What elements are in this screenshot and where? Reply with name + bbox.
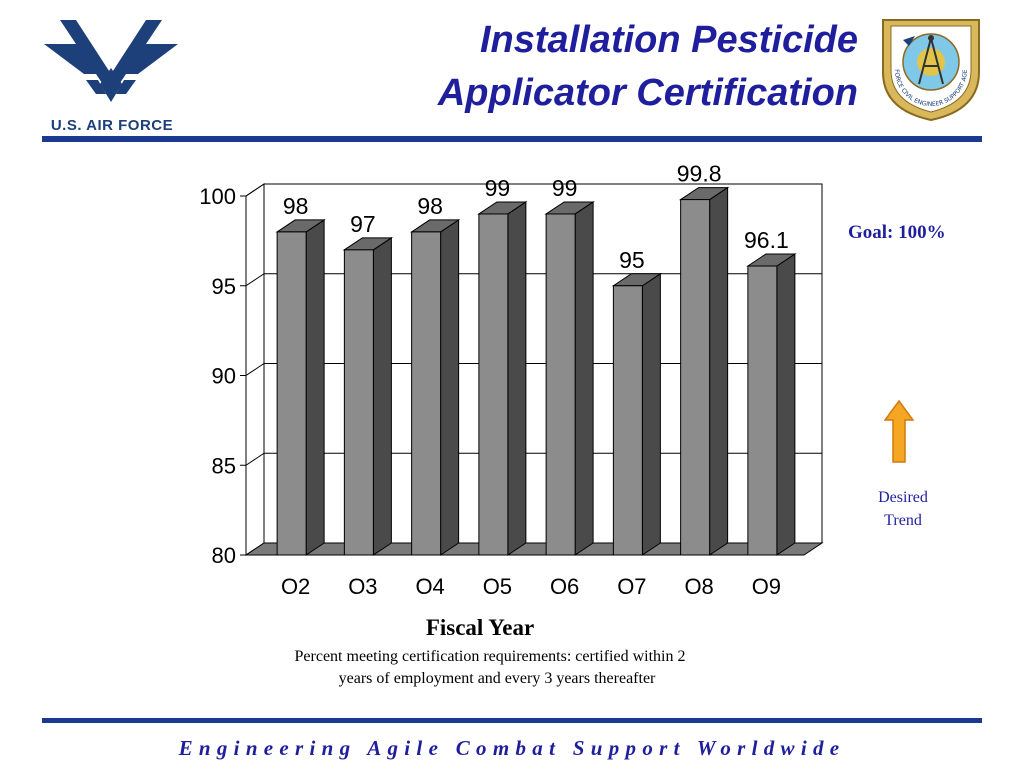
chart-note-line-1: Percent meeting certification requiremen…	[294, 648, 686, 665]
air-force-logo: U.S. AIR FORCE	[36, 14, 186, 134]
bar-side	[440, 218, 460, 556]
x-tick-label: O2	[281, 574, 310, 599]
y-tick-label: 90	[212, 364, 236, 389]
bar-data-label: 97	[350, 211, 376, 237]
bar-data-label: 98	[417, 193, 443, 219]
bottom-divider	[42, 718, 982, 723]
footer-tagline: Engineering Agile Combat Support Worldwi…	[178, 736, 846, 760]
x-tick-label: O8	[684, 574, 713, 599]
x-axis-title: Fiscal Year	[425, 615, 535, 640]
bar	[612, 285, 643, 556]
x-tick-label: O9	[752, 574, 781, 599]
bar-side	[709, 186, 729, 556]
bar	[545, 213, 576, 556]
desired-trend-line-2: Trend	[884, 512, 922, 529]
page-title: Installation Pesticide Applicator Certif…	[300, 14, 858, 120]
goal-text: Goal: 100%	[848, 222, 946, 243]
bar-side	[507, 201, 527, 556]
bar-data-label: 99	[485, 175, 511, 201]
bar-data-label: 98	[283, 193, 309, 219]
chart-plot-area: 80 85 90 95 100 98 O2 97 O3 98 O4 99 O5 99 O6 95 O7 99.8 O…	[199, 161, 824, 599]
grid-line-diagonal	[245, 273, 265, 287]
desired-trend-label: Desired Trend	[858, 486, 948, 532]
bar-data-label: 99	[552, 175, 578, 201]
x-tick-label: O6	[550, 574, 579, 599]
y-tick-label: 95	[212, 274, 236, 299]
grid-line-diagonal	[245, 183, 265, 197]
title-line-2: Applicator Certification	[437, 72, 858, 114]
bar	[411, 231, 442, 556]
bar-side	[372, 236, 392, 556]
chart-floor	[244, 542, 824, 556]
bar-data-label: 99.8	[677, 161, 722, 187]
bar	[343, 249, 374, 556]
bar	[680, 199, 711, 556]
top-divider	[42, 136, 982, 142]
x-tick-label: O4	[415, 574, 444, 599]
bar-data-label: 96.1	[744, 227, 789, 253]
air-force-symbol-icon	[44, 20, 178, 102]
title-line-1: Installation Pesticide	[480, 19, 858, 61]
y-tick-label: 80	[212, 543, 236, 568]
chart-note-line-2: years of employment and every 3 years th…	[338, 670, 656, 687]
x-tick-label: O3	[348, 574, 377, 599]
grid-line-diagonal	[245, 452, 265, 466]
bar-side	[776, 253, 796, 556]
up-arrow-icon	[883, 399, 915, 464]
bar-side	[305, 218, 325, 556]
grid-line-diagonal	[245, 363, 265, 376]
bar	[276, 231, 307, 556]
desired-trend-line-1: Desired	[878, 489, 928, 506]
bar-side	[574, 201, 594, 556]
y-tick-label: 85	[212, 453, 236, 478]
brand-text: U.S. AIR FORCE	[50, 117, 174, 134]
bar	[747, 265, 778, 556]
x-tick-label: O5	[483, 574, 512, 599]
y-tick-label: 100	[199, 184, 236, 209]
agency-shield-icon: AIR FORCE CIVIL ENGINEER SUPPORT AGENCY	[872, 7, 980, 122]
afcesa-emblem: AIR FORCE CIVIL ENGINEER SUPPORT AGENCY	[872, 7, 987, 124]
chart-note: Percent meeting certification requiremen…	[210, 646, 770, 690]
x-tick-label: O7	[617, 574, 646, 599]
bar-data-label: 95	[619, 247, 645, 273]
bar	[478, 213, 509, 556]
bar-side	[641, 272, 661, 556]
